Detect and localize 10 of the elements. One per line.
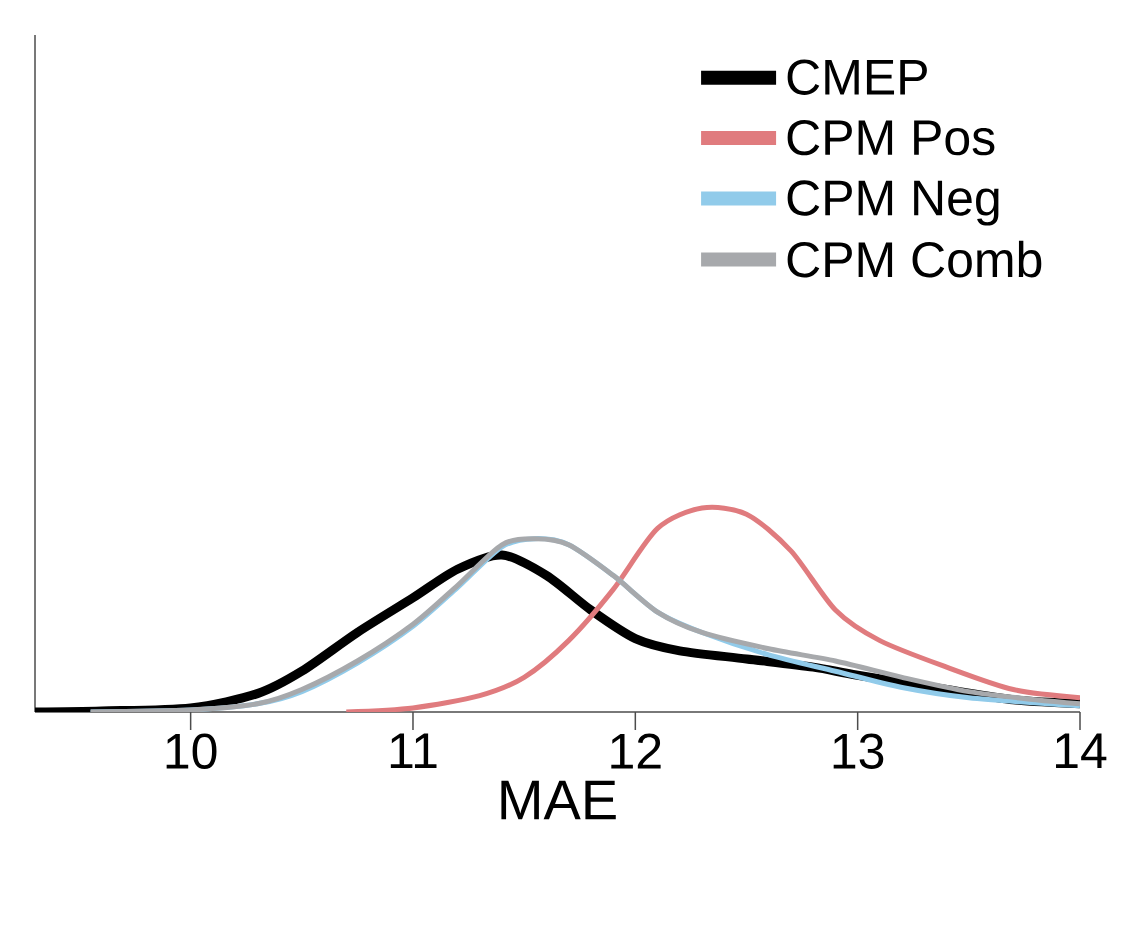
legend-label: CPM Comb <box>787 240 1042 278</box>
x-tick-label: 10 <box>166 733 217 769</box>
legend-label: CPM Pos <box>787 119 995 156</box>
x-axis-title: MAE <box>501 780 616 820</box>
legend-label: CMEP <box>787 59 927 95</box>
x-tick-label: 12 <box>611 733 661 769</box>
x-tick-label: 14 <box>1056 733 1107 768</box>
x-tick-label: 11 <box>390 733 437 768</box>
x-tick-label: 13 <box>833 733 884 769</box>
legend-label: CPM Neg <box>787 180 999 226</box>
